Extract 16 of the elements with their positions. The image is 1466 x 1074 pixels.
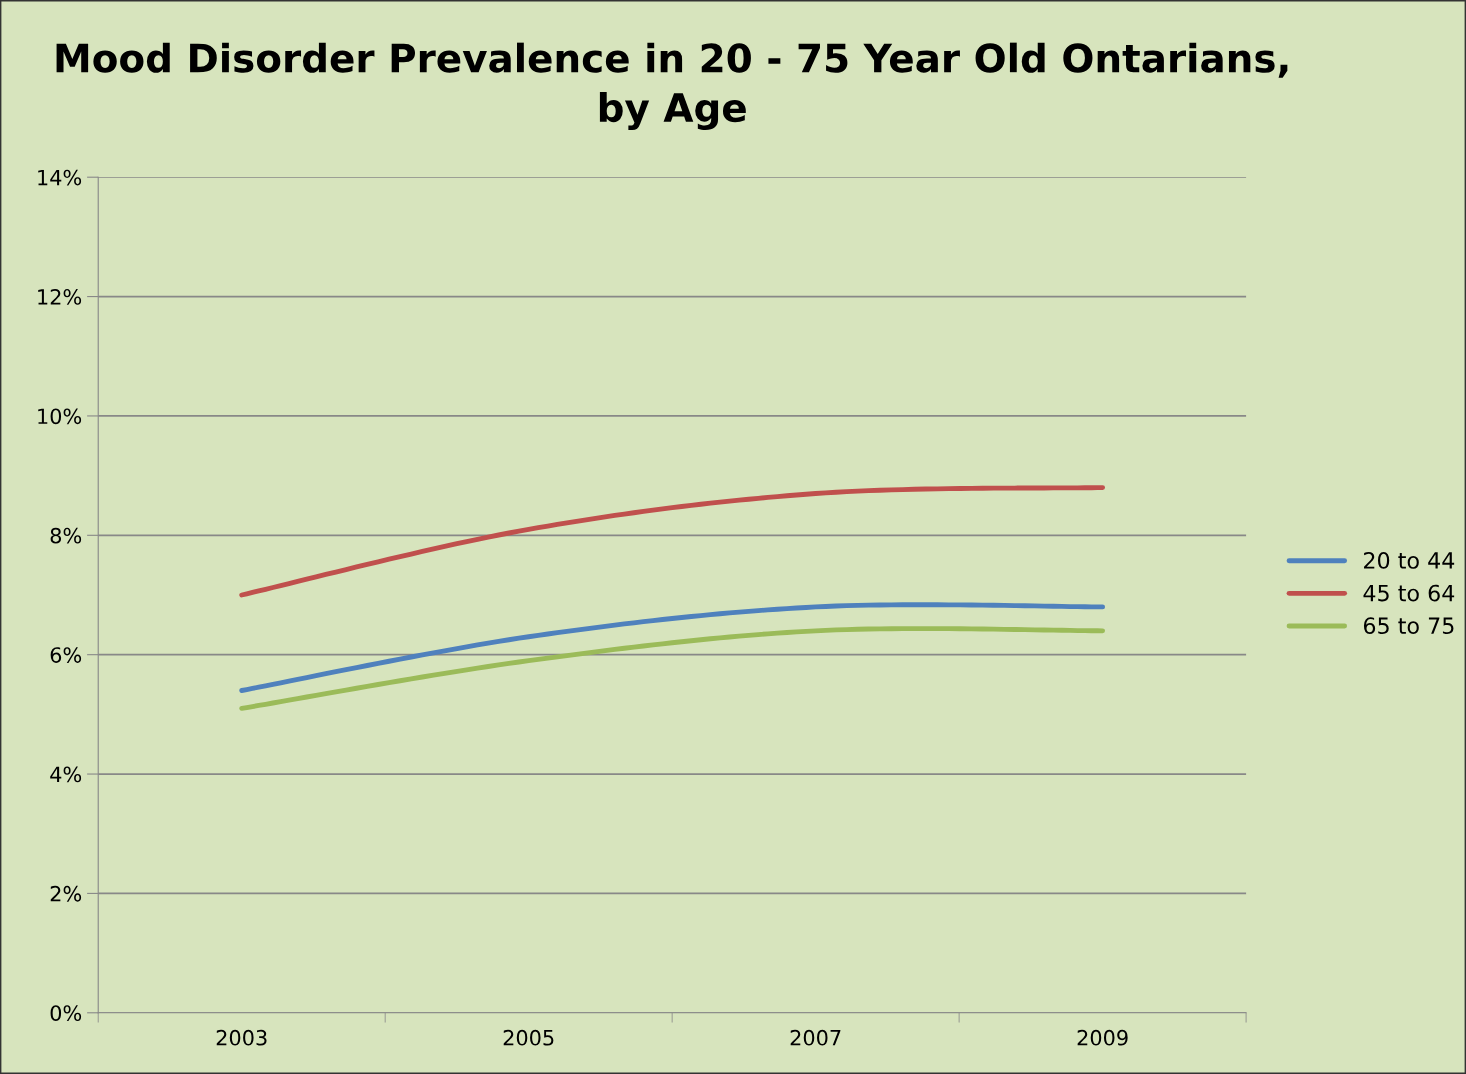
legend-label: 20 to 44: [1364, 552, 1455, 569]
x-tick-label: 2009: [1077, 1029, 1128, 1046]
x-tick-label: 2005: [503, 1029, 554, 1046]
legend-label: 45 to 64: [1363, 584, 1455, 602]
x-tick-label: 2007: [790, 1029, 841, 1046]
x-tick-label: 2003: [216, 1029, 267, 1046]
legend-label: 65 to 75: [1363, 617, 1454, 635]
y-tick-label: 12%: [38, 289, 82, 305]
y-tick-label: 8%: [50, 527, 82, 544]
y-tick-label: 6%: [50, 647, 82, 663]
y-tick-label: 10%: [38, 408, 82, 425]
y-tick-label: 2%: [50, 885, 82, 902]
chart-title: Mood Disorder Prevalence in 20 - 75 Year Old Ontarians, by Age: [56, 42, 1288, 131]
y-tick-label: 0%: [50, 1005, 82, 1021]
y-tick-label: 4%: [50, 766, 82, 783]
y-tick-label: 14%: [38, 169, 82, 186]
